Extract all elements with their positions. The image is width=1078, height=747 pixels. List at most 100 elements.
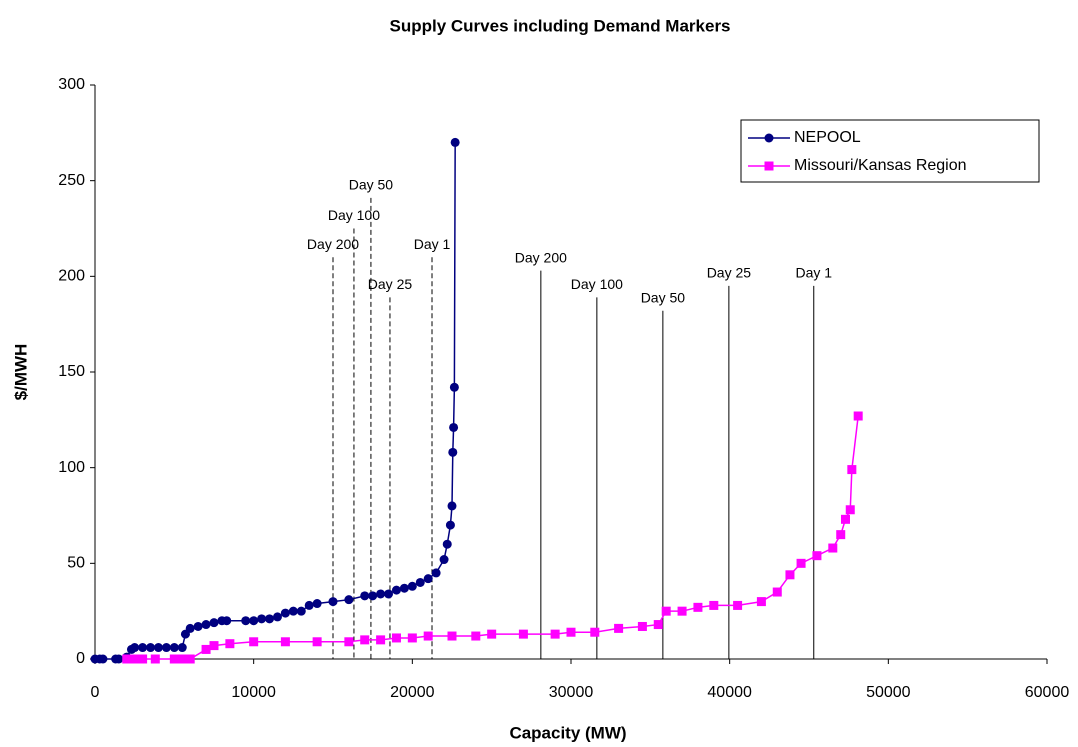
point	[677, 606, 687, 616]
point	[447, 501, 457, 511]
point	[296, 606, 306, 616]
point	[177, 643, 187, 653]
point	[150, 654, 160, 664]
series-line	[95, 142, 456, 660]
point	[391, 585, 401, 595]
point	[423, 574, 433, 584]
point	[442, 539, 452, 549]
legend-label: Missouri/Kansas Region	[794, 157, 967, 174]
y-tick-label: 0	[76, 650, 85, 667]
point	[637, 621, 647, 631]
point	[344, 637, 354, 647]
point	[448, 447, 458, 457]
demand-marker-label: Day 1	[795, 265, 832, 281]
x-axis-label: Capacity (MW)	[509, 723, 626, 742]
point	[280, 637, 290, 647]
point	[193, 621, 203, 631]
point	[185, 623, 195, 633]
point	[518, 629, 528, 639]
point	[280, 608, 290, 618]
demand-marker-label: Day 200	[307, 236, 359, 252]
demand-marker-label: Day 100	[328, 207, 380, 223]
point	[376, 635, 386, 645]
point	[423, 631, 433, 641]
y-tick-label: 300	[58, 76, 85, 93]
point	[471, 631, 481, 641]
point	[138, 654, 148, 664]
point	[709, 600, 719, 610]
point	[431, 568, 441, 578]
point	[360, 591, 370, 601]
point	[177, 654, 187, 664]
point	[661, 606, 671, 616]
legend-label: NEPOOL	[794, 129, 861, 146]
point	[693, 602, 703, 612]
point	[756, 597, 766, 607]
x-tick-label: 0	[91, 684, 100, 701]
point	[550, 629, 560, 639]
point	[445, 520, 455, 530]
series-line	[126, 415, 859, 660]
point	[772, 587, 782, 597]
point	[853, 411, 863, 421]
point	[796, 558, 806, 568]
point	[828, 543, 838, 553]
point	[304, 600, 314, 610]
point	[257, 614, 267, 624]
point	[391, 633, 401, 643]
point	[138, 643, 148, 653]
point	[449, 422, 459, 432]
point	[201, 620, 211, 630]
x-tick-label: 30000	[549, 684, 594, 701]
point	[98, 654, 108, 664]
y-tick-label: 150	[58, 363, 85, 380]
point	[450, 137, 460, 147]
point	[209, 618, 219, 628]
legend-marker	[764, 161, 774, 171]
point	[439, 555, 449, 565]
point	[130, 643, 140, 653]
point	[847, 465, 857, 475]
demand-marker-label: Day 50	[641, 289, 686, 305]
point	[566, 627, 576, 637]
point	[384, 589, 394, 599]
x-tick-label: 20000	[390, 684, 435, 701]
x-tick-label: 60000	[1025, 684, 1070, 701]
point	[153, 643, 163, 653]
legend-marker	[764, 133, 774, 143]
point	[836, 530, 846, 540]
point	[487, 629, 497, 639]
point	[122, 654, 132, 664]
point	[407, 633, 417, 643]
point	[161, 643, 171, 653]
point	[312, 599, 322, 609]
point	[360, 635, 370, 645]
point	[146, 643, 156, 653]
point	[265, 614, 275, 624]
point	[845, 505, 855, 515]
point	[209, 641, 219, 651]
y-axis-label: $/MWH	[11, 344, 30, 401]
point	[733, 600, 743, 610]
point	[376, 589, 386, 599]
point	[114, 654, 124, 664]
demand-marker-label: Day 25	[707, 265, 752, 281]
point	[169, 643, 179, 653]
y-tick-label: 100	[58, 459, 85, 476]
point	[312, 637, 322, 647]
point	[614, 623, 624, 633]
point	[249, 616, 259, 626]
chart-title: Supply Curves including Demand Markers	[389, 16, 730, 35]
point	[222, 616, 232, 626]
x-tick-label: 50000	[866, 684, 911, 701]
legend	[740, 119, 1040, 183]
point	[288, 606, 298, 616]
point	[447, 631, 457, 641]
demand-marker-label: Day 25	[368, 276, 413, 292]
point	[590, 627, 600, 637]
demand-marker-label: Day 50	[349, 177, 394, 193]
y-tick-label: 250	[58, 172, 85, 189]
point	[785, 570, 795, 580]
demand-marker-label: Day 200	[515, 249, 567, 265]
